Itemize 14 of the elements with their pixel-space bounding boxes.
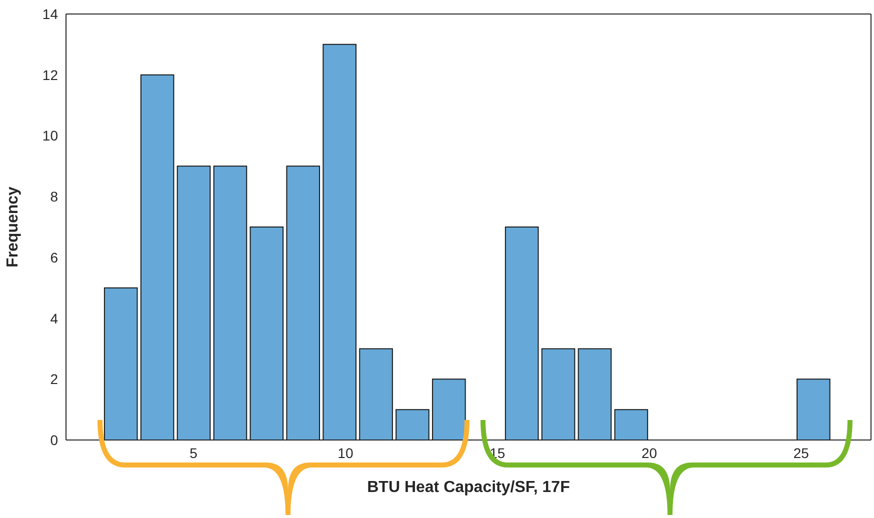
x-tick-label: 25 (793, 444, 810, 461)
y-tick-label: 8 (50, 188, 58, 205)
y-tick-label: 10 (42, 128, 58, 144)
y-tick-label: 6 (50, 249, 58, 266)
x-axis-title: BTU Heat Capacity/SF, 17F (367, 479, 570, 496)
y-tick-label: 0 (50, 432, 58, 448)
x-tick-label: 5 (190, 444, 198, 461)
x-tick-label: 20 (641, 444, 658, 461)
y-tick-label: 4 (50, 310, 58, 326)
y-tick-label: 12 (42, 66, 58, 83)
y-tick-label: 2 (50, 371, 58, 388)
y-tick-label: 14 (42, 6, 58, 22)
x-tick-label: 10 (338, 444, 354, 461)
y-axis-title: Frequency (4, 186, 22, 268)
